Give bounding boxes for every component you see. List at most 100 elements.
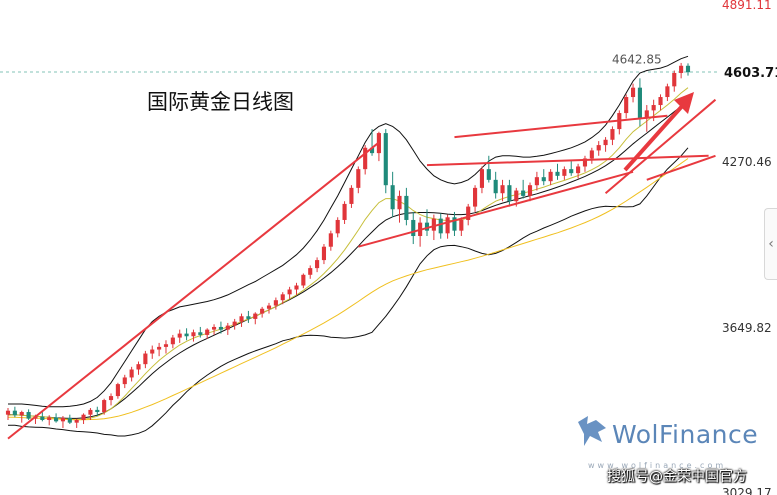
candle-body [287,289,292,295]
candle-body [143,353,148,365]
candle-body [88,409,93,415]
candle-body [218,326,223,330]
watermark-brand: WolFinance [612,420,759,449]
price-tick-label: 4891.11 [722,0,772,12]
current-price-badge [720,63,777,81]
candle-body [232,321,237,326]
current-price-label: 4603.71 [724,66,777,81]
ma-long [8,158,689,421]
trend-arrow-shaft [623,102,686,172]
candle-body [108,396,114,401]
candle-body [438,218,443,234]
wolf-logo-icon [578,416,606,446]
price-tick-label: 4270.46 [722,155,772,169]
candle-body [212,326,217,330]
candle-body [54,417,59,422]
sohu-credit: 搜狐号@金荣中国官方 [607,469,747,485]
candle-body [679,65,684,73]
candle-body [507,185,512,202]
trendline [426,154,709,167]
candle-body [308,268,313,275]
candle-body [479,169,484,188]
candle-body [658,97,663,106]
bollinger-bands [8,55,689,437]
candle-body [315,260,320,269]
trendline [454,114,668,139]
candle-body [26,412,31,419]
candle-body [424,222,430,231]
candle-body [349,187,354,204]
candle-body [610,129,615,140]
candle-body [582,158,588,167]
high-price-label: 4642.85 [612,53,662,67]
candle-body [60,417,66,422]
watermark-url: www.wolfinance.com [588,461,727,470]
candle-body [521,190,526,196]
candle-body [651,105,656,111]
trendline [7,141,380,440]
candle-body [569,169,574,174]
candle-body [115,384,120,397]
trendline [604,98,717,194]
candle-body [294,285,299,290]
candle-body [397,195,402,210]
candle-body [672,72,677,87]
candle-body [624,97,629,114]
candle-body [459,219,464,231]
price-tick-label: 3029.17 [722,486,772,495]
bollinger-lower [8,147,689,437]
trendlines [7,92,717,440]
candle-body [205,329,210,335]
candle-body [473,187,478,207]
candle-body [102,400,107,413]
candle-body [411,219,416,237]
candle-body [122,377,127,385]
trend-arrow [623,92,694,172]
candle-body [555,171,560,176]
candle-body [383,133,388,186]
candle-body [534,177,539,186]
candle-body [136,364,141,370]
candle-body [260,308,265,314]
candle-body [225,325,230,330]
bollinger-upper [8,55,689,408]
candle-body [576,166,581,174]
candle-body [170,337,175,345]
candle-body [321,246,327,261]
candle-body [253,313,258,319]
candle-body [548,171,553,182]
candle-body [363,147,368,170]
candle-body [466,206,471,220]
candle-body [40,416,45,420]
candle-body [177,333,182,338]
candle-body [644,110,649,119]
side-panel-toggle[interactable]: ‹ [764,208,777,280]
candle-body [5,410,11,415]
candle-body [198,332,203,335]
candle-body [486,169,491,180]
candle-body [95,409,100,413]
price-axis: 4891.11 4603.71 4270.46 3649.82 3029.17 4642.… [612,0,777,495]
candle-body [630,87,636,98]
candle-body [500,185,505,194]
candle-body [562,169,567,176]
candle-body [301,274,306,286]
candle-body [81,414,86,420]
candle-body [239,316,244,322]
price-tick-label: 3649.82 [722,321,772,335]
candle-body [184,333,189,337]
candle-body [685,65,691,73]
candle-body [369,147,375,154]
candle-body [665,86,670,98]
trendline [646,154,716,181]
candle-body [390,185,395,210]
candle-body [527,185,533,196]
trendline [358,170,634,248]
candle-body [637,87,642,119]
candle-body [452,217,457,231]
moving-averages [7,87,689,421]
candle-body [596,145,601,151]
candle-body [47,417,52,420]
candle-body [445,217,450,234]
